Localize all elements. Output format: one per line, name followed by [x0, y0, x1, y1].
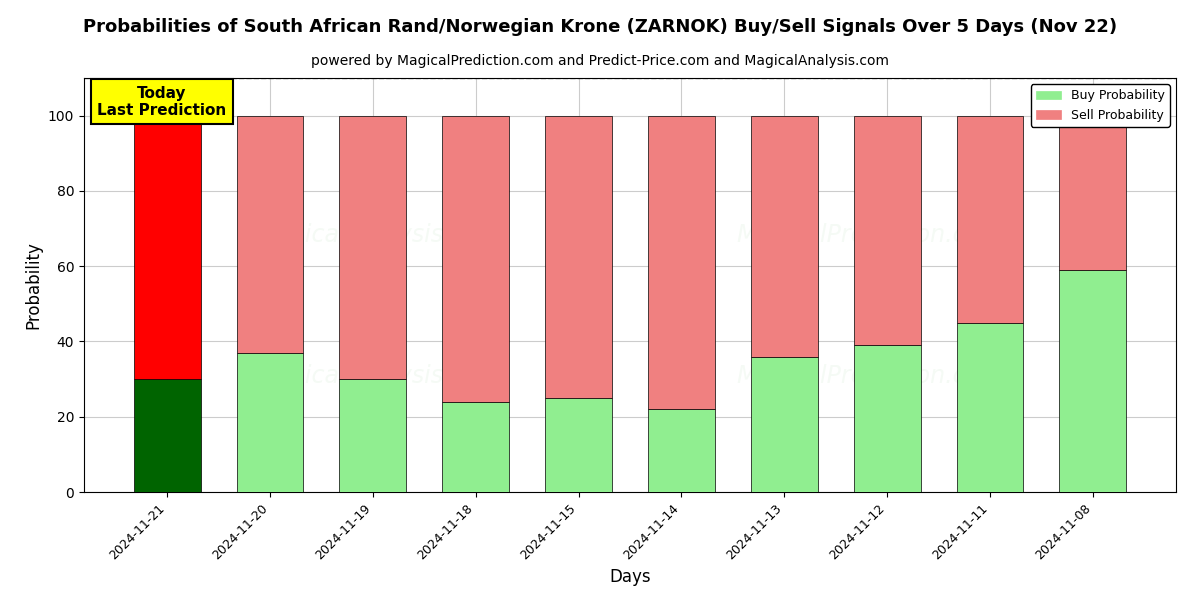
X-axis label: Days: Days — [610, 568, 650, 586]
Bar — [751, 356, 817, 492]
Text: MagicalPrediction.com: MagicalPrediction.com — [737, 223, 1004, 247]
Text: MagicalAnalysis.com: MagicalAnalysis.com — [256, 223, 502, 247]
Bar — [648, 116, 715, 409]
Text: Today
Last Prediction: Today Last Prediction — [97, 86, 227, 118]
Text: Probabilities of South African Rand/Norwegian Krone (ZARNOK) Buy/Sell Signals Ov: Probabilities of South African Rand/Norw… — [83, 18, 1117, 36]
Legend: Buy Probability, Sell Probability: Buy Probability, Sell Probability — [1031, 84, 1170, 127]
Bar — [443, 401, 509, 492]
Bar — [1060, 270, 1127, 492]
Bar — [443, 116, 509, 401]
Bar — [236, 353, 304, 492]
Bar — [545, 116, 612, 398]
Bar — [1060, 116, 1127, 270]
Bar — [340, 379, 407, 492]
Text: MagicalPrediction.com: MagicalPrediction.com — [737, 364, 1004, 388]
Bar — [133, 116, 200, 379]
Bar — [956, 116, 1024, 323]
Bar — [340, 116, 407, 379]
Bar — [956, 323, 1024, 492]
Bar — [648, 409, 715, 492]
Bar — [853, 345, 920, 492]
Text: powered by MagicalPrediction.com and Predict-Price.com and MagicalAnalysis.com: powered by MagicalPrediction.com and Pre… — [311, 54, 889, 68]
Bar — [751, 116, 817, 356]
Y-axis label: Probability: Probability — [24, 241, 42, 329]
Bar — [545, 398, 612, 492]
Bar — [236, 116, 304, 353]
Bar — [133, 379, 200, 492]
Text: MagicalAnalysis.com: MagicalAnalysis.com — [256, 364, 502, 388]
Bar — [853, 116, 920, 345]
